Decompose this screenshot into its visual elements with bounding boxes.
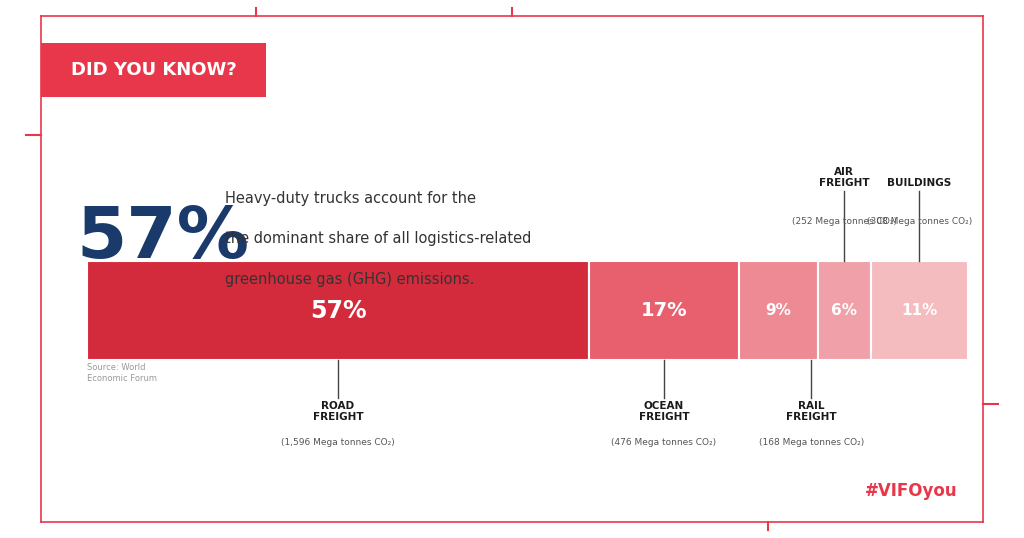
FancyBboxPatch shape [87,261,589,360]
Text: #VIFOyou: #VIFOyou [865,483,957,500]
Text: ROAD
FREIGHT: ROAD FREIGHT [312,401,364,422]
Text: 11%: 11% [901,303,937,318]
Text: (308 Mega tonnes CO₂): (308 Mega tonnes CO₂) [866,217,972,226]
Text: 9%: 9% [765,303,792,318]
FancyBboxPatch shape [870,261,968,360]
Text: the dominant share of all logistics-related: the dominant share of all logistics-rela… [225,231,531,246]
Text: AIR
FREIGHT: AIR FREIGHT [819,167,869,188]
Text: Source: World
Economic Forum: Source: World Economic Forum [87,363,157,383]
FancyBboxPatch shape [738,261,818,360]
Text: (252 Mega tonnes CO₂): (252 Mega tonnes CO₂) [792,217,897,226]
Text: (168 Mega tonnes CO₂): (168 Mega tonnes CO₂) [759,438,864,448]
Text: OCEAN
FREIGHT: OCEAN FREIGHT [639,401,689,422]
Text: RAIL
FREIGHT: RAIL FREIGHT [786,401,837,422]
Text: BUILDINGS: BUILDINGS [887,178,951,188]
Text: greenhouse gas (GHG) emissions.: greenhouse gas (GHG) emissions. [225,272,475,287]
Text: (476 Mega tonnes CO₂): (476 Mega tonnes CO₂) [611,438,717,448]
FancyBboxPatch shape [41,43,266,97]
Text: Heavy-duty trucks account for the: Heavy-duty trucks account for the [225,191,476,206]
FancyBboxPatch shape [589,261,738,360]
Text: 57%: 57% [309,299,367,323]
Text: 17%: 17% [641,301,687,320]
Text: (1,596 Mega tonnes CO₂): (1,596 Mega tonnes CO₂) [282,438,395,448]
Text: 6%: 6% [831,303,857,318]
Text: DID YOU KNOW?: DID YOU KNOW? [71,61,237,79]
FancyBboxPatch shape [818,261,870,360]
Text: 57%: 57% [77,204,250,273]
